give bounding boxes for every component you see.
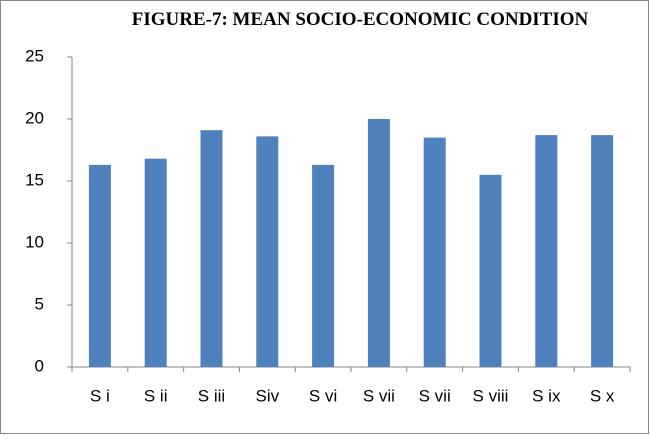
y-tick-label: 20: [25, 108, 44, 127]
y-tick-label: 15: [25, 170, 44, 189]
y-tick-label: 0: [35, 356, 44, 375]
bar: [535, 135, 558, 367]
bar: [88, 164, 111, 367]
y-tick-label: 10: [25, 232, 44, 251]
bar: [312, 164, 335, 367]
x-tick-label: S viii: [473, 386, 509, 405]
x-tick-label: Siv: [255, 386, 279, 405]
x-tick-label: S vii: [363, 386, 395, 405]
x-tick-label: S ii: [144, 386, 168, 405]
x-tick-label: S vii: [419, 386, 451, 405]
y-tick-label: 5: [35, 294, 44, 313]
x-tick-label: S ix: [532, 386, 561, 405]
x-tick-label: S x: [590, 386, 615, 405]
bar: [200, 130, 223, 367]
x-tick-label: S vi: [309, 386, 337, 405]
bar: [256, 136, 279, 367]
bar: [423, 137, 446, 367]
bar: [479, 174, 502, 367]
chart-title: FIGURE-7: MEAN SOCIO-ECONOMIC CONDITION: [131, 9, 589, 30]
bar: [367, 119, 390, 367]
bar: [144, 158, 167, 367]
x-tick-label: S iii: [198, 386, 225, 405]
y-tick-label: 25: [25, 46, 44, 65]
x-tick-label: S i: [90, 386, 110, 405]
bar: [591, 135, 614, 367]
